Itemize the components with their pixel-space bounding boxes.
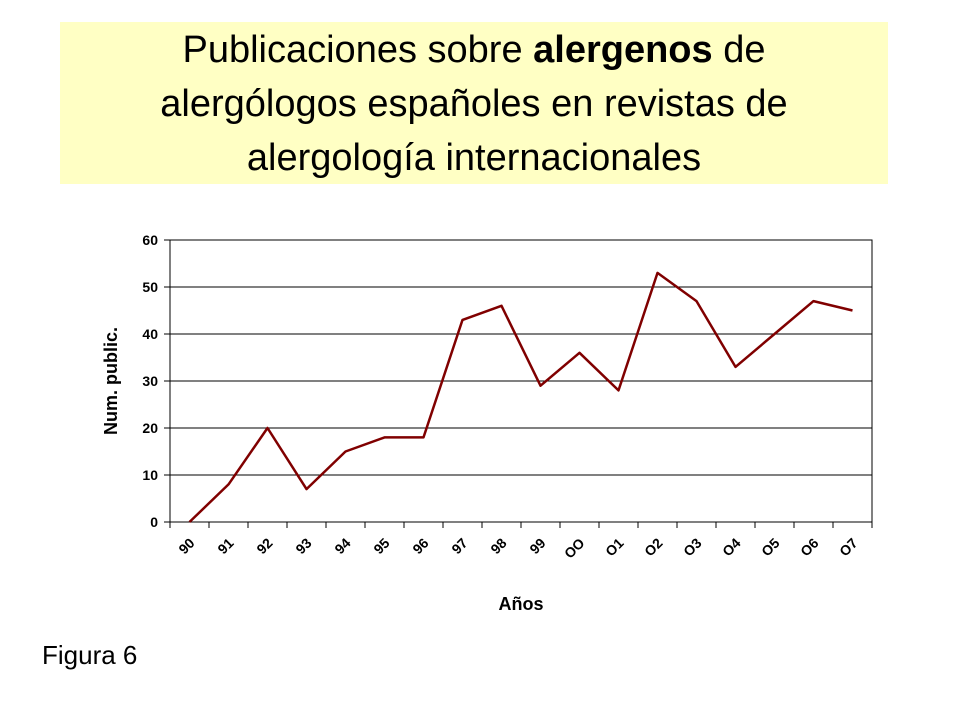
x-tick-label: 91 bbox=[214, 535, 236, 557]
x-tick-label: O6 bbox=[797, 535, 822, 560]
title-part: de bbox=[723, 29, 765, 71]
y-tick-label: 30 bbox=[142, 373, 158, 389]
x-tick-label: OO bbox=[561, 535, 588, 562]
x-tick-label: O7 bbox=[836, 535, 861, 560]
x-tick-label: 99 bbox=[526, 535, 548, 557]
x-tick-label: 97 bbox=[448, 535, 470, 557]
caption: Figura 6 bbox=[42, 640, 137, 670]
x-tick-label: O5 bbox=[758, 535, 783, 560]
x-tick-label: O1 bbox=[602, 535, 627, 560]
y-tick-label: 40 bbox=[142, 326, 158, 342]
x-tick-label: 95 bbox=[370, 535, 392, 557]
x-tick-label: O4 bbox=[719, 535, 744, 560]
x-tick-label: O2 bbox=[641, 535, 666, 560]
data-line bbox=[188, 271, 853, 523]
y-tick-label: 20 bbox=[142, 420, 158, 436]
y-tick-label: 50 bbox=[142, 279, 158, 295]
chart-title: alergólogos españoles en revistas de bbox=[160, 83, 787, 125]
x-tick-label: 93 bbox=[292, 535, 314, 557]
title-box bbox=[60, 22, 888, 184]
chart-title: alergología internacionales bbox=[247, 137, 701, 179]
x-tick-label: O3 bbox=[680, 535, 705, 560]
y-tick-label: 10 bbox=[142, 467, 158, 483]
x-tick-label: 96 bbox=[409, 535, 431, 557]
y-axis-label: Num. public. bbox=[101, 327, 121, 435]
title-part: Publicaciones sobre bbox=[182, 29, 522, 71]
y-tick-label: 0 bbox=[150, 514, 158, 530]
x-tick-label: 92 bbox=[253, 535, 275, 557]
y-tick-label: 60 bbox=[142, 232, 158, 248]
x-tick-label: 90 bbox=[175, 535, 197, 557]
chart-title: Publicaciones sobre alergenos de bbox=[182, 29, 765, 71]
x-tick-label: 98 bbox=[487, 535, 509, 557]
x-tick-label: 94 bbox=[331, 535, 353, 557]
x-axis-label: Años bbox=[499, 594, 544, 614]
title-part: alergenos bbox=[533, 29, 713, 71]
